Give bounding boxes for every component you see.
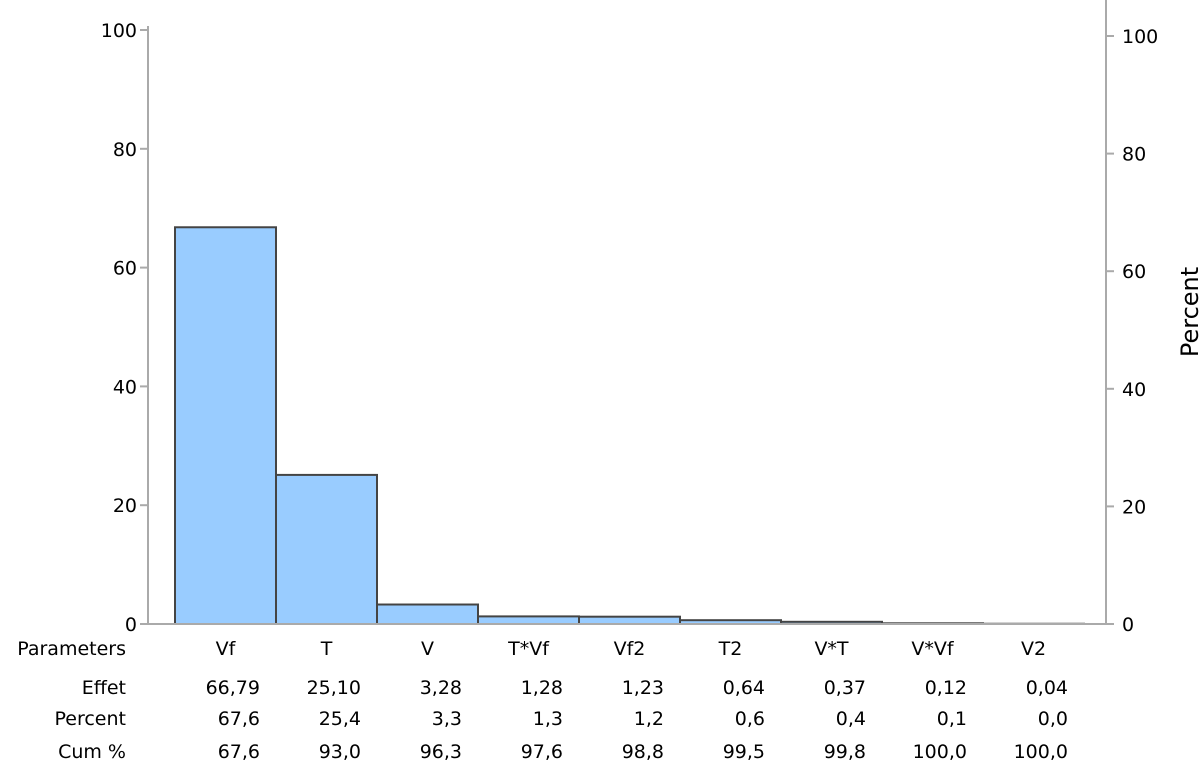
table-cell: 25,10 (307, 677, 361, 699)
table-row-label: Effet (82, 677, 126, 699)
right-tick-label: 100 (1122, 26, 1158, 48)
table-cell: 100,0 (913, 741, 967, 763)
table-cell: V*T (814, 638, 848, 660)
table-cell: 96,3 (420, 741, 462, 763)
table-cell: T2 (718, 638, 743, 660)
table-cell: 67,6 (218, 741, 260, 763)
table-cell: 0,37 (824, 677, 866, 699)
right-tick-label: 60 (1122, 261, 1146, 283)
left-tick-label: 100 (101, 20, 137, 42)
bar-t (275, 473, 378, 625)
table-cell: 99,8 (824, 741, 866, 763)
table-cell: 0,1 (937, 708, 967, 730)
left-tick-label: 60 (113, 258, 137, 280)
bar-vf (174, 226, 277, 625)
table-cell: Vf2 (614, 638, 646, 660)
table-cell: 1,23 (622, 677, 664, 699)
table-cell: 0,12 (925, 677, 967, 699)
left-tick-label: 0 (125, 614, 137, 636)
right-tick-label: 0 (1122, 614, 1134, 636)
table-cell: 3,3 (432, 708, 462, 730)
table-cell: T*Vf (507, 638, 550, 660)
right-axis-title: Percent (1176, 267, 1200, 357)
table-row-label: Percent (55, 708, 127, 730)
left-tick-label: 40 (113, 376, 137, 398)
table-cell: 97,6 (521, 741, 563, 763)
bars-group (174, 226, 1085, 626)
table-cell: V2 (1021, 638, 1046, 660)
right-tick-label: 40 (1122, 379, 1146, 401)
right-tick-label: 80 (1122, 144, 1146, 166)
left-y-axis: 0 20 40 60 80 100 (101, 20, 1106, 636)
table-cell: 1,2 (634, 708, 664, 730)
table-cell: 66,79 (206, 677, 260, 699)
table-cell: 0,0 (1038, 708, 1068, 730)
table-cell: 0,6 (735, 708, 765, 730)
table-cell: T (320, 638, 333, 660)
table-cell: V (421, 638, 434, 660)
right-tick-label: 20 (1122, 496, 1146, 518)
bar-vf2 (578, 615, 681, 625)
table-cell: 1,28 (521, 677, 563, 699)
table-cell: 0,64 (723, 677, 765, 699)
table-cell: 25,4 (319, 708, 361, 730)
table-cell: Vf (216, 638, 237, 660)
bar-txvf (477, 615, 580, 625)
left-tick-label: 80 (113, 139, 137, 161)
table-cell: 100,0 (1014, 741, 1068, 763)
data-table: Parameters Vf T V T*Vf Vf2 T2 V*T V*Vf V2 Effet 66,… (17, 638, 1068, 763)
table-row-label: Cum % (58, 741, 126, 763)
bar-v (376, 603, 479, 625)
table-cell: 1,3 (533, 708, 563, 730)
table-cell: 3,28 (420, 677, 462, 699)
table-cell: V*Vf (911, 638, 954, 660)
table-row-label: Parameters (17, 638, 126, 660)
table-cell: 98,8 (622, 741, 664, 763)
right-y-axis: 0 20 40 60 80 100 (1105, 0, 1158, 636)
table-cell: 0,04 (1026, 677, 1068, 699)
table-cell: 93,0 (319, 741, 361, 763)
left-tick-label: 20 (113, 495, 137, 517)
table-cell: 0,4 (836, 708, 866, 730)
table-cell: 99,5 (723, 741, 765, 763)
table-cell: 67,6 (218, 708, 260, 730)
